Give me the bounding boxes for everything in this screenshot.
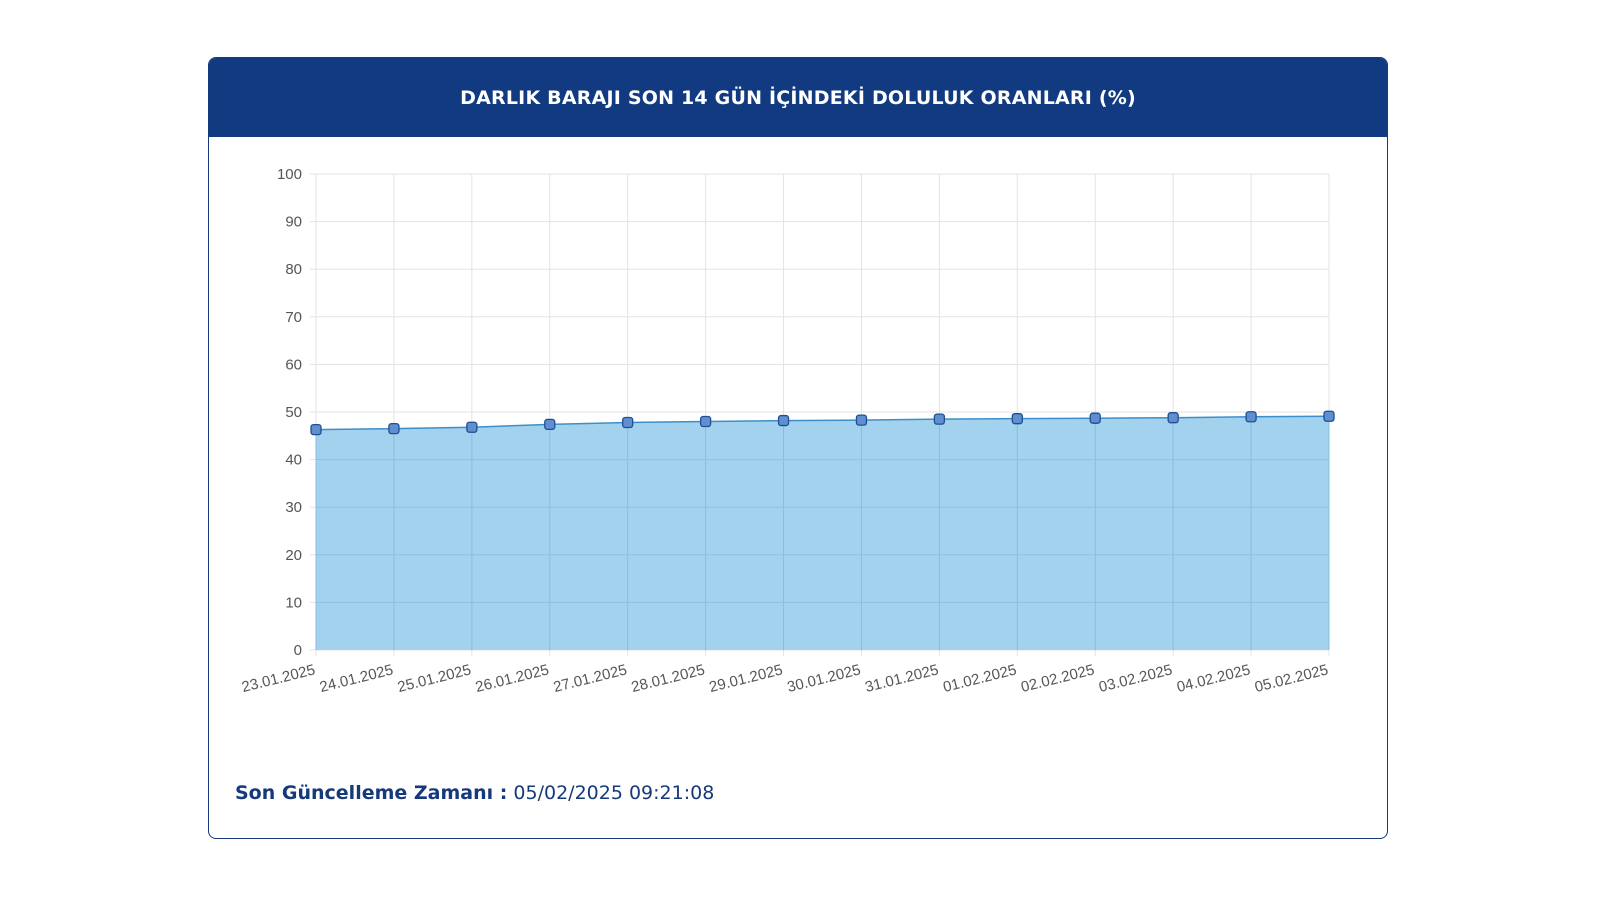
- y-tick-label: 90: [285, 214, 302, 231]
- x-tick-label: 23.01.2025: [240, 661, 317, 696]
- y-tick-label: 30: [285, 499, 302, 516]
- x-tick-label: 25.01.2025: [396, 661, 473, 696]
- last-update: Son Güncelleme Zamanı : 05/02/2025 09:21…: [235, 782, 714, 804]
- data-point: [388, 423, 400, 435]
- x-tick-label: 26.01.2025: [474, 661, 551, 696]
- x-tick-label: 02.02.2025: [1019, 661, 1096, 696]
- data-point: [933, 413, 946, 425]
- x-tick-label: 30.01.2025: [785, 661, 862, 696]
- last-update-label: Son Güncelleme Zamanı :: [235, 782, 508, 804]
- data-point: [699, 415, 712, 428]
- y-tick-label: 10: [285, 594, 302, 611]
- y-tick-label: 100: [277, 166, 302, 183]
- data-point: [1245, 411, 1257, 423]
- y-tick-label: 70: [285, 309, 302, 326]
- x-tick-label: 29.01.2025: [708, 661, 785, 696]
- x-tick-label: 03.02.2025: [1097, 661, 1174, 696]
- area-fill-layer: [315, 416, 1330, 650]
- data-point: [466, 421, 478, 433]
- x-tick-label: 31.01.2025: [863, 661, 940, 696]
- series-line: [315, 415, 1330, 431]
- data-point: [777, 414, 790, 427]
- x-tick-label: 05.02.2025: [1253, 661, 1330, 696]
- data-point: [544, 418, 556, 431]
- data-point: [1323, 410, 1335, 422]
- data-points-layer: [310, 410, 1335, 436]
- y-tick-labels: 0 10 20 30 40 50 60 70 80 90 100: [277, 166, 302, 659]
- y-tick-label: 50: [285, 404, 302, 421]
- chart-card: DARLIK BARAJI SON 14 GÜN İÇİNDEKİ DOLULU…: [208, 57, 1388, 839]
- x-tick-label: 27.01.2025: [552, 661, 629, 696]
- x-tick-label: 28.01.2025: [630, 661, 707, 696]
- x-tick-label: 04.02.2025: [1175, 661, 1252, 696]
- y-tick-label: 20: [285, 547, 302, 564]
- x-tick-label: 01.02.2025: [941, 661, 1018, 696]
- data-point: [1011, 413, 1023, 425]
- data-point: [855, 414, 868, 426]
- x-tick-label: 24.01.2025: [318, 661, 395, 696]
- y-tick-label: 40: [285, 452, 302, 469]
- chart-title: DARLIK BARAJI SON 14 GÜN İÇİNDEKİ DOLULU…: [209, 58, 1387, 137]
- x-tick-labels: 23.01.2025 24.01.2025 25.01.2025 26.01.2025…: [240, 661, 1330, 696]
- series-line-layer: [315, 415, 1330, 431]
- last-update-value: 05/02/2025 09:21:08: [513, 782, 715, 804]
- y-tick-label: 60: [285, 356, 302, 373]
- data-point: [622, 416, 634, 429]
- data-point: [1089, 412, 1101, 424]
- data-point: [310, 423, 322, 436]
- series-area: [316, 416, 1329, 650]
- y-tick-label: 80: [285, 261, 302, 278]
- data-point: [1167, 412, 1179, 424]
- chart-plot: 0 10 20 30 40 50 60 70 80 90 100 23.01.2025 24.01.2…: [240, 166, 1335, 696]
- y-tick-label: 0: [294, 642, 302, 659]
